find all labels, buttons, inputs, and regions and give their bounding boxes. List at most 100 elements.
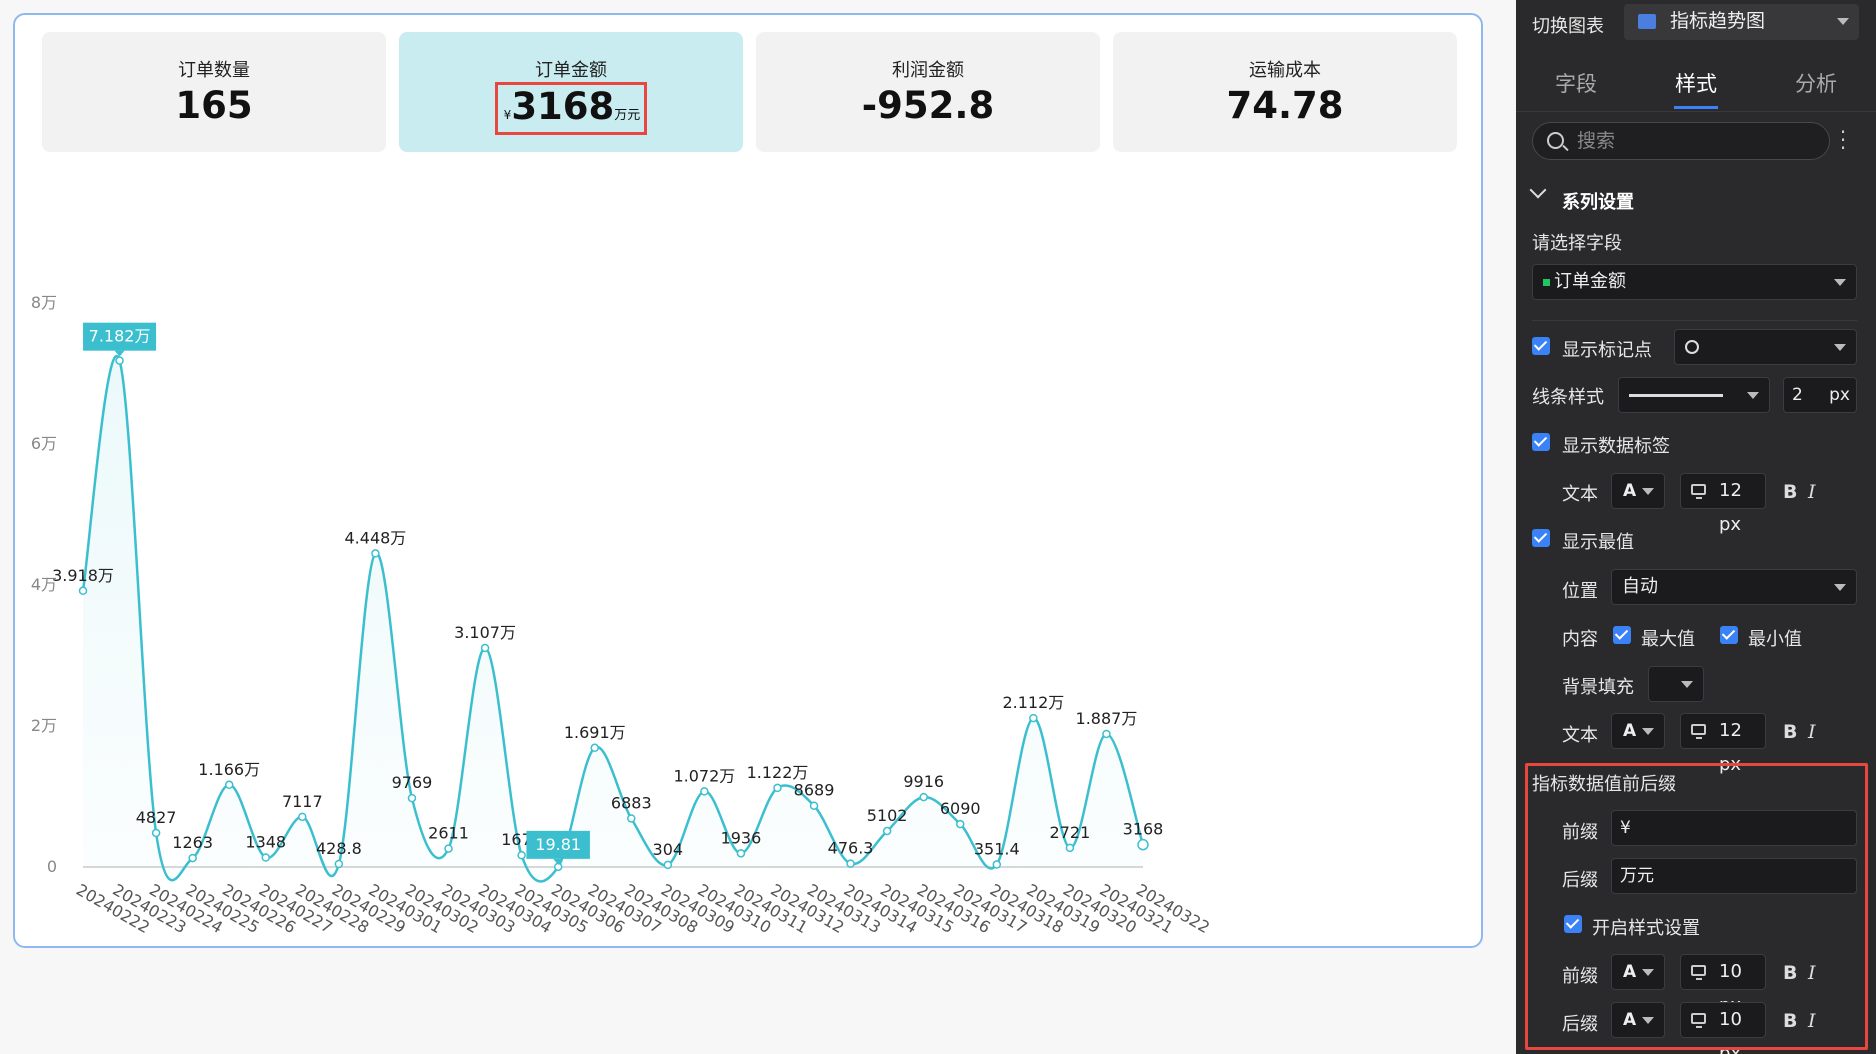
switch-chart-label: 切换图表 bbox=[1532, 16, 1604, 37]
suffix-font-color-select[interactable]: A bbox=[1611, 1002, 1665, 1038]
y-tick-label: 6万 bbox=[31, 434, 57, 453]
badge-pointer bbox=[114, 350, 125, 357]
font-size-input[interactable]: 12 px bbox=[1680, 713, 1766, 775]
y-tick-label: 2万 bbox=[31, 716, 57, 735]
chart-type-select[interactable]: 指标趋势图 bbox=[1624, 4, 1859, 40]
chevron-down-icon bbox=[1837, 18, 1849, 25]
max-value-label: 最大值 bbox=[1641, 629, 1695, 650]
search-input[interactable]: 搜索 bbox=[1532, 122, 1830, 160]
data-point bbox=[407, 793, 417, 803]
suffix-input[interactable]: 万元 bbox=[1611, 858, 1857, 894]
active-tab-indicator bbox=[1674, 106, 1718, 109]
data-label: 1.122万 bbox=[747, 763, 809, 782]
prefix-input[interactable]: ¥ bbox=[1611, 810, 1857, 846]
data-point bbox=[480, 643, 490, 653]
chevron-down-icon[interactable] bbox=[1529, 181, 1547, 199]
data-point bbox=[1065, 843, 1075, 853]
data-label: 6090 bbox=[940, 799, 981, 818]
min-value-badge bbox=[526, 830, 590, 859]
series-line[interactable] bbox=[81, 355, 1145, 883]
data-label: 1936 bbox=[721, 828, 762, 847]
data-point bbox=[663, 860, 673, 870]
trend-chart[interactable]: 0 2万 4万 6万 8万 202402222024022320240224202402… bbox=[15, 165, 1481, 945]
min-value-checkbox[interactable] bbox=[1720, 626, 1738, 644]
data-label: 9916 bbox=[903, 772, 944, 791]
font-color-icon: A bbox=[1623, 721, 1637, 741]
tab-analysis[interactable]: 分析 bbox=[1795, 72, 1837, 96]
font-size-input[interactable]: 12 px bbox=[1680, 473, 1766, 535]
series-points bbox=[78, 356, 1149, 872]
font-color-icon: A bbox=[1623, 962, 1637, 982]
text-label: 文本 bbox=[1562, 725, 1598, 746]
data-point bbox=[334, 859, 344, 869]
suffix-value: 万元 bbox=[1620, 866, 1654, 886]
line-style-select[interactable] bbox=[1618, 377, 1770, 413]
data-label: 19.81 bbox=[535, 835, 581, 854]
field-select[interactable]: 订单金额 bbox=[1532, 264, 1857, 300]
data-label: 1263 bbox=[172, 833, 213, 852]
data-point bbox=[846, 859, 855, 868]
data-point bbox=[773, 783, 782, 793]
tab-fields[interactable]: 字段 bbox=[1555, 72, 1597, 96]
bold-button[interactable]: B bbox=[1783, 962, 1798, 984]
data-point bbox=[1029, 713, 1038, 723]
line-width-value: 2 bbox=[1792, 385, 1803, 405]
search-placeholder: 搜索 bbox=[1577, 130, 1616, 152]
chevron-down-icon bbox=[1834, 279, 1846, 286]
chevron-down-icon bbox=[1747, 392, 1759, 399]
data-label: 428.8 bbox=[316, 839, 362, 858]
italic-button[interactable]: I bbox=[1808, 1010, 1816, 1032]
chevron-down-icon bbox=[1681, 681, 1693, 688]
search-icon bbox=[1547, 132, 1564, 149]
more-icon[interactable]: · · · bbox=[1839, 120, 1847, 160]
bg-fill-color-select[interactable] bbox=[1648, 666, 1704, 702]
prefix-value: ¥ bbox=[1620, 818, 1631, 838]
italic-button[interactable]: I bbox=[1808, 721, 1816, 743]
data-label: 4827 bbox=[136, 808, 177, 827]
data-labels: 3.918万 7.182万 4827 1263 1.166万 1348 7117 428.8 4… bbox=[52, 322, 1163, 865]
enable-style-checkbox[interactable] bbox=[1564, 915, 1582, 933]
kpi-value: -952.8 bbox=[861, 84, 995, 127]
show-extreme-checkbox[interactable] bbox=[1532, 529, 1550, 547]
data-label: 7.182万 bbox=[89, 327, 151, 346]
max-value-checkbox[interactable] bbox=[1613, 626, 1631, 644]
tab-style[interactable]: 样式 bbox=[1675, 72, 1717, 96]
min-value-label: 最小值 bbox=[1748, 629, 1802, 650]
italic-button[interactable]: I bbox=[1808, 481, 1816, 503]
kpi-profit-amount[interactable]: 利润金额 -952.8 bbox=[756, 32, 1100, 152]
section-title: 系列设置 bbox=[1562, 192, 1634, 213]
marker-shape-select[interactable] bbox=[1674, 329, 1857, 365]
data-point bbox=[955, 819, 965, 829]
show-data-label-checkbox[interactable] bbox=[1532, 433, 1550, 451]
kpi-label: 订单金额 bbox=[535, 60, 607, 81]
kpi-order-count[interactable]: 订单数量 165 bbox=[42, 32, 386, 152]
font-color-select[interactable]: A bbox=[1611, 473, 1665, 509]
kpi-label: 订单数量 bbox=[178, 60, 250, 81]
kpi-value-highlight: ¥3168万元 bbox=[494, 82, 648, 135]
italic-button[interactable]: I bbox=[1808, 962, 1816, 984]
data-point bbox=[115, 356, 124, 365]
chevron-down-icon bbox=[1642, 488, 1654, 495]
data-label: 2611 bbox=[428, 824, 469, 843]
show-marker-checkbox[interactable] bbox=[1532, 337, 1550, 355]
data-point bbox=[1137, 838, 1149, 851]
kpi-value: 3168 bbox=[511, 85, 615, 128]
text-label: 文本 bbox=[1562, 484, 1598, 505]
data-label: 351.4 bbox=[974, 840, 1020, 859]
bold-button[interactable]: B bbox=[1783, 1010, 1798, 1032]
bold-button[interactable]: B bbox=[1783, 481, 1798, 503]
data-point bbox=[224, 780, 234, 790]
bold-button[interactable]: B bbox=[1783, 721, 1798, 743]
position-select[interactable]: 自动 bbox=[1611, 569, 1857, 605]
kpi-order-amount[interactable]: 订单金额 ¥3168万元 bbox=[399, 32, 743, 152]
prefix-font-color-select[interactable]: A bbox=[1611, 954, 1665, 990]
line-width-input[interactable]: 2 px bbox=[1783, 377, 1857, 413]
data-label: 3.107万 bbox=[454, 623, 516, 642]
data-point bbox=[298, 812, 307, 822]
kpi-shipping-cost[interactable]: 运输成本 74.78 bbox=[1113, 32, 1457, 152]
data-label: 6883 bbox=[611, 793, 652, 812]
kpi-value: 165 bbox=[175, 84, 253, 127]
data-label: 476.3 bbox=[828, 839, 874, 858]
font-color-select[interactable]: A bbox=[1611, 713, 1665, 749]
data-point bbox=[627, 814, 636, 823]
